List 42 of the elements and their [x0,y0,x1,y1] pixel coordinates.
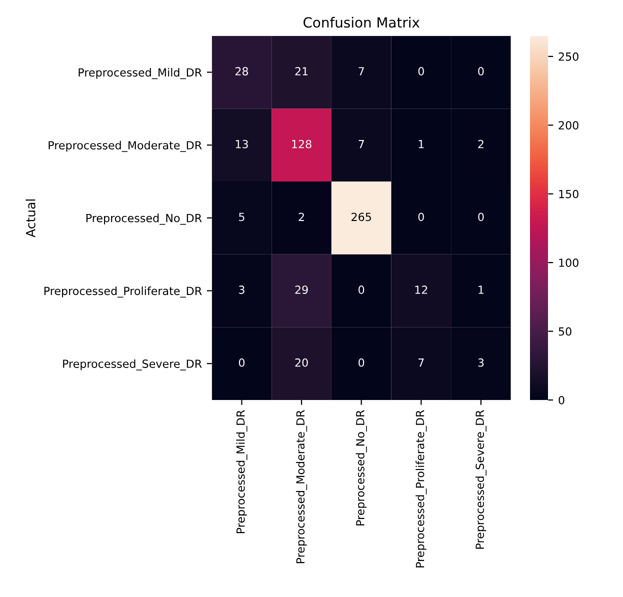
data-label: 1 [418,140,424,148]
data-label: 265 [352,212,371,222]
x-tick-label: Preprocessed_No_DR [356,410,367,526]
color-bar-label: 50 [558,327,572,336]
data-label: 29 [295,286,308,294]
color-bar-label: 150 [559,190,578,198]
color-bar-label: 250 [558,52,578,61]
data-label: 0 [478,67,484,76]
data-label: 13 [236,140,248,148]
x-tick-label: Preprocessed_Moderate_DR [296,410,308,564]
data-label: 7 [418,358,424,367]
data-label: 2 [298,212,304,221]
data-label: 12 [415,286,428,294]
data-label: 3 [239,286,244,294]
data-label: 0 [358,286,364,294]
color-bar-label: 200 [558,121,578,130]
data-label: 7 [358,67,364,76]
x-tick-label: Preprocessed_Proliferate_DR [416,410,427,568]
color-bar-label: 0 [558,396,564,404]
y-tick-label: Preprocessed_Proliferate_DR [44,286,202,298]
data-label: 1 [478,286,484,294]
data-label: 0 [238,358,245,367]
y-tick-label: Preprocessed_Mild_DR [78,68,202,80]
y-tick-label: Preprocessed_Severe_DR [63,359,202,370]
data-label: 2 [478,140,484,148]
x-tick-label: Preprocessed_Severe_DR [475,410,486,549]
y-tick-label: Preprocessed_No_DR [86,214,202,225]
chart-title: Confusion Matrix [304,16,420,28]
data-label: 0 [358,358,364,367]
data-label: 5 [239,212,244,222]
data-label: 128 [292,140,312,148]
y-tick-label: Preprocessed_Moderate_DR [48,140,202,152]
data-label: 28 [235,67,248,76]
data-label: 20 [295,358,308,367]
data-label: 0 [418,67,424,76]
data-label: 21 [295,67,308,76]
y-axis-title: Actual [26,199,36,238]
data-label: 3 [478,358,484,367]
color-bar-label: 100 [559,258,578,267]
data-label: 0 [478,212,484,222]
data-label: 0 [418,212,424,222]
data-label: 7 [358,140,364,148]
